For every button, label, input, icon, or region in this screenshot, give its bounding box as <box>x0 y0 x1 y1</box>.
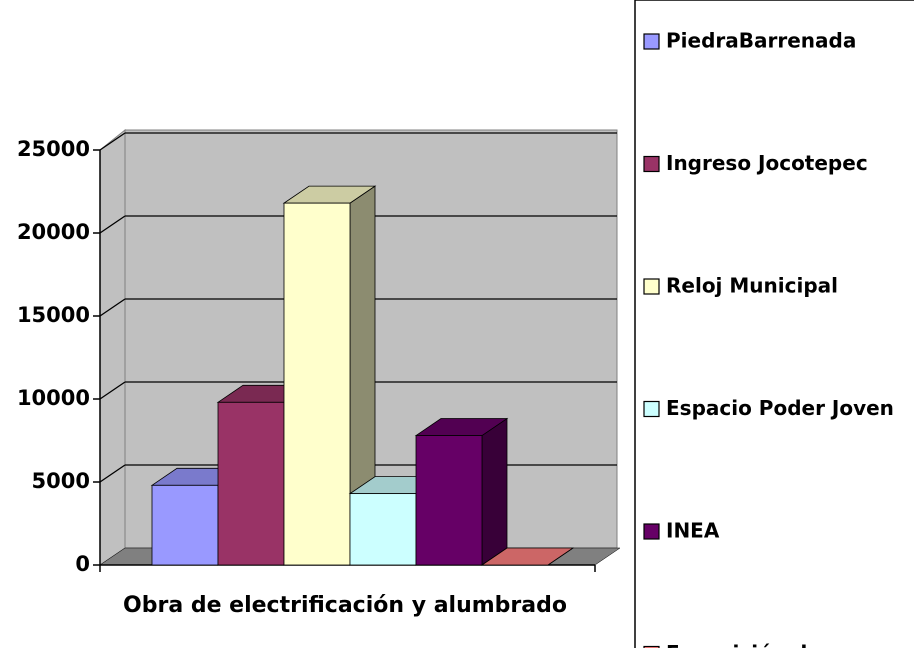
grid-line <box>99 464 126 483</box>
legend-swatch <box>643 645 660 648</box>
bar-side <box>481 417 508 566</box>
legend-swatch <box>643 155 660 173</box>
y-tick-label: 0 <box>75 552 90 576</box>
bar <box>217 401 285 566</box>
y-tick-label: 25000 <box>17 137 90 161</box>
legend <box>634 0 914 648</box>
y-tick-label: 15000 <box>17 303 90 327</box>
side-wall <box>99 128 126 566</box>
legend-swatch <box>643 400 660 418</box>
legend-label: PiedraBarrenada <box>666 29 856 53</box>
legend-swatch <box>643 33 660 50</box>
grid-line <box>99 132 126 151</box>
y-tick-label: 20000 <box>17 220 90 244</box>
grid-line <box>99 298 126 317</box>
bar <box>415 435 483 566</box>
y-tick-label: 10000 <box>17 386 90 410</box>
bar-top <box>480 547 575 566</box>
bar <box>151 484 219 566</box>
legend-label: Reloj Municipal <box>666 274 838 298</box>
legend-label: Exposición de <box>666 641 821 648</box>
bar <box>283 202 351 566</box>
y-tick-label: 5000 <box>32 469 90 493</box>
grid-line <box>99 381 126 400</box>
legend-label: INEA <box>666 519 720 543</box>
legend-swatch <box>643 523 660 540</box>
legend-swatch <box>643 278 660 295</box>
grid-line <box>99 215 126 234</box>
legend-label: Ingreso Jocotepec <box>666 151 868 175</box>
bar <box>349 493 417 566</box>
x-tick-label: Obra de electrificación y alumbrado <box>123 593 567 618</box>
legend-label: Espacio Poder Joven <box>666 396 894 420</box>
